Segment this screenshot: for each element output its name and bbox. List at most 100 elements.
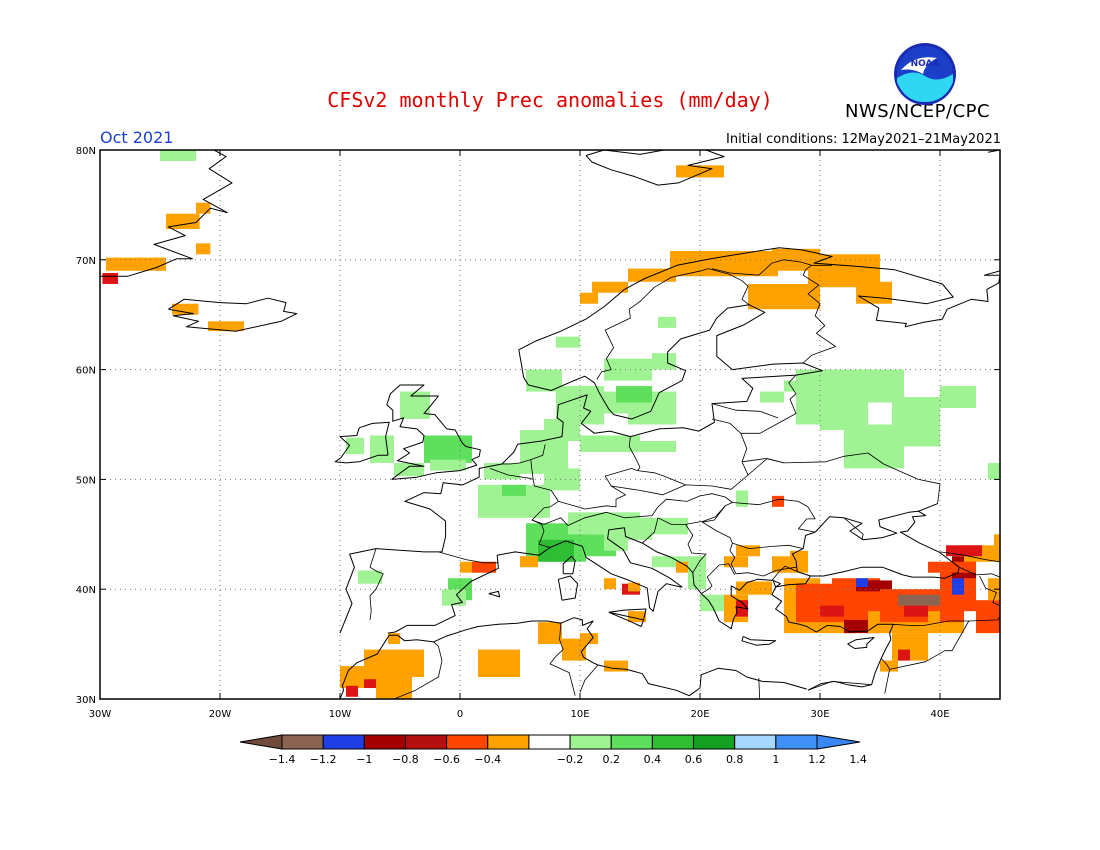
colorbar-label: 0.8 bbox=[726, 753, 744, 766]
anomaly-cell bbox=[604, 534, 628, 551]
anomaly-cell bbox=[844, 424, 904, 469]
anomaly-cell bbox=[538, 539, 574, 562]
colorbar-label: −0.4 bbox=[474, 753, 501, 766]
anomaly-cell bbox=[856, 580, 892, 592]
border-line bbox=[771, 565, 798, 581]
anomaly-cell bbox=[940, 386, 976, 409]
colorbar-swatch bbox=[528, 734, 571, 750]
anomaly-cell bbox=[364, 649, 424, 678]
anomaly-cell bbox=[724, 556, 748, 568]
border-line bbox=[711, 259, 812, 276]
anomaly-cell bbox=[736, 490, 748, 507]
coastlines bbox=[100, 150, 1100, 699]
anomaly-cell bbox=[652, 556, 688, 568]
anomaly-cell bbox=[478, 649, 520, 678]
colorbar-label: −0.8 bbox=[392, 753, 419, 766]
anomaly-cell bbox=[760, 391, 784, 403]
anomaly-cell bbox=[748, 283, 820, 310]
border-line bbox=[489, 468, 559, 548]
anomaly-cell bbox=[898, 594, 946, 606]
anomaly-cell bbox=[376, 677, 412, 699]
colorbar-label: 1.4 bbox=[849, 753, 867, 766]
anomaly-cell bbox=[772, 495, 784, 507]
border-line bbox=[702, 505, 804, 549]
coastline bbox=[386, 384, 481, 480]
colorbar-swatch bbox=[322, 734, 365, 750]
border-line bbox=[729, 542, 797, 577]
grid-lines bbox=[100, 150, 1000, 699]
coastline bbox=[608, 611, 645, 627]
colorbar-swatch bbox=[446, 734, 489, 750]
anomaly-cell bbox=[196, 243, 211, 255]
anomaly-cell bbox=[676, 561, 688, 573]
anomaly-cell bbox=[904, 429, 940, 447]
colorbar-swatch bbox=[610, 734, 653, 750]
anomaly-cell bbox=[616, 386, 652, 403]
anomaly-cell bbox=[892, 397, 940, 430]
coastline bbox=[488, 590, 501, 598]
anomaly-cell bbox=[988, 462, 1000, 480]
coastline bbox=[847, 637, 875, 649]
anomaly-cell bbox=[580, 633, 598, 645]
anomaly-cell bbox=[102, 272, 118, 284]
colorbar-swatch bbox=[404, 734, 448, 750]
coastline bbox=[557, 575, 579, 601]
anomaly-cell bbox=[994, 534, 1000, 551]
anomaly-cell bbox=[628, 611, 646, 623]
coastline bbox=[987, 150, 1000, 153]
border-line bbox=[700, 576, 713, 594]
anomaly-cell bbox=[652, 353, 676, 370]
border-line bbox=[685, 524, 707, 573]
colorbar-label: −1.4 bbox=[269, 753, 296, 766]
anomaly-cell bbox=[856, 578, 868, 588]
coastline bbox=[334, 421, 390, 464]
colorbar-swatch bbox=[775, 734, 818, 750]
anomaly-cell bbox=[736, 600, 748, 617]
coastline bbox=[741, 635, 777, 646]
anomaly-cell bbox=[898, 649, 910, 661]
lon-tick-label: 20E bbox=[690, 709, 709, 720]
border-line bbox=[393, 641, 443, 699]
colorbar-label: 1.2 bbox=[808, 753, 826, 766]
anomaly-cell bbox=[358, 570, 382, 584]
map-frame bbox=[99, 149, 1001, 700]
coastline bbox=[339, 617, 807, 699]
anomaly-cell bbox=[928, 611, 940, 623]
anomaly-cell bbox=[160, 150, 196, 161]
colorbar-swatch bbox=[281, 734, 324, 750]
coastline bbox=[585, 150, 725, 186]
lon-tick-label: 30W bbox=[89, 709, 112, 720]
border-line bbox=[893, 620, 969, 626]
coastline bbox=[100, 150, 233, 277]
coastline bbox=[562, 555, 576, 575]
border-line bbox=[369, 548, 384, 620]
border-line bbox=[642, 517, 659, 544]
border-line bbox=[732, 498, 816, 533]
anomaly-cell bbox=[640, 440, 676, 452]
anomaly-cell bbox=[370, 435, 394, 463]
anomaly-cell bbox=[976, 600, 1000, 634]
anomaly-cell bbox=[472, 561, 496, 573]
colorbar-swatch bbox=[651, 734, 695, 750]
border-line bbox=[611, 433, 749, 496]
anomaly-cell bbox=[580, 292, 598, 304]
colorbar-label: −0.2 bbox=[557, 753, 584, 766]
anomaly-cell bbox=[196, 202, 211, 214]
coastline bbox=[1072, 216, 1100, 238]
anomaly-cell bbox=[424, 435, 472, 463]
anomaly-cell bbox=[538, 622, 562, 645]
colorbar-label: 1 bbox=[772, 753, 779, 766]
anomaly-cell bbox=[580, 435, 640, 452]
anomaly-cell bbox=[172, 303, 199, 315]
border-line bbox=[959, 566, 1000, 578]
anomaly-cell bbox=[628, 582, 640, 592]
anomaly-cell bbox=[442, 589, 466, 606]
border-line bbox=[802, 264, 836, 364]
anomaly-cell bbox=[820, 605, 844, 617]
anomaly-cell bbox=[460, 561, 472, 573]
agency-label: NWS/NCEP/CPC bbox=[845, 101, 991, 122]
colorbar-label: −0.6 bbox=[433, 753, 460, 766]
border-line bbox=[624, 493, 733, 525]
anomaly-cell bbox=[526, 369, 562, 392]
border-line bbox=[918, 503, 938, 512]
